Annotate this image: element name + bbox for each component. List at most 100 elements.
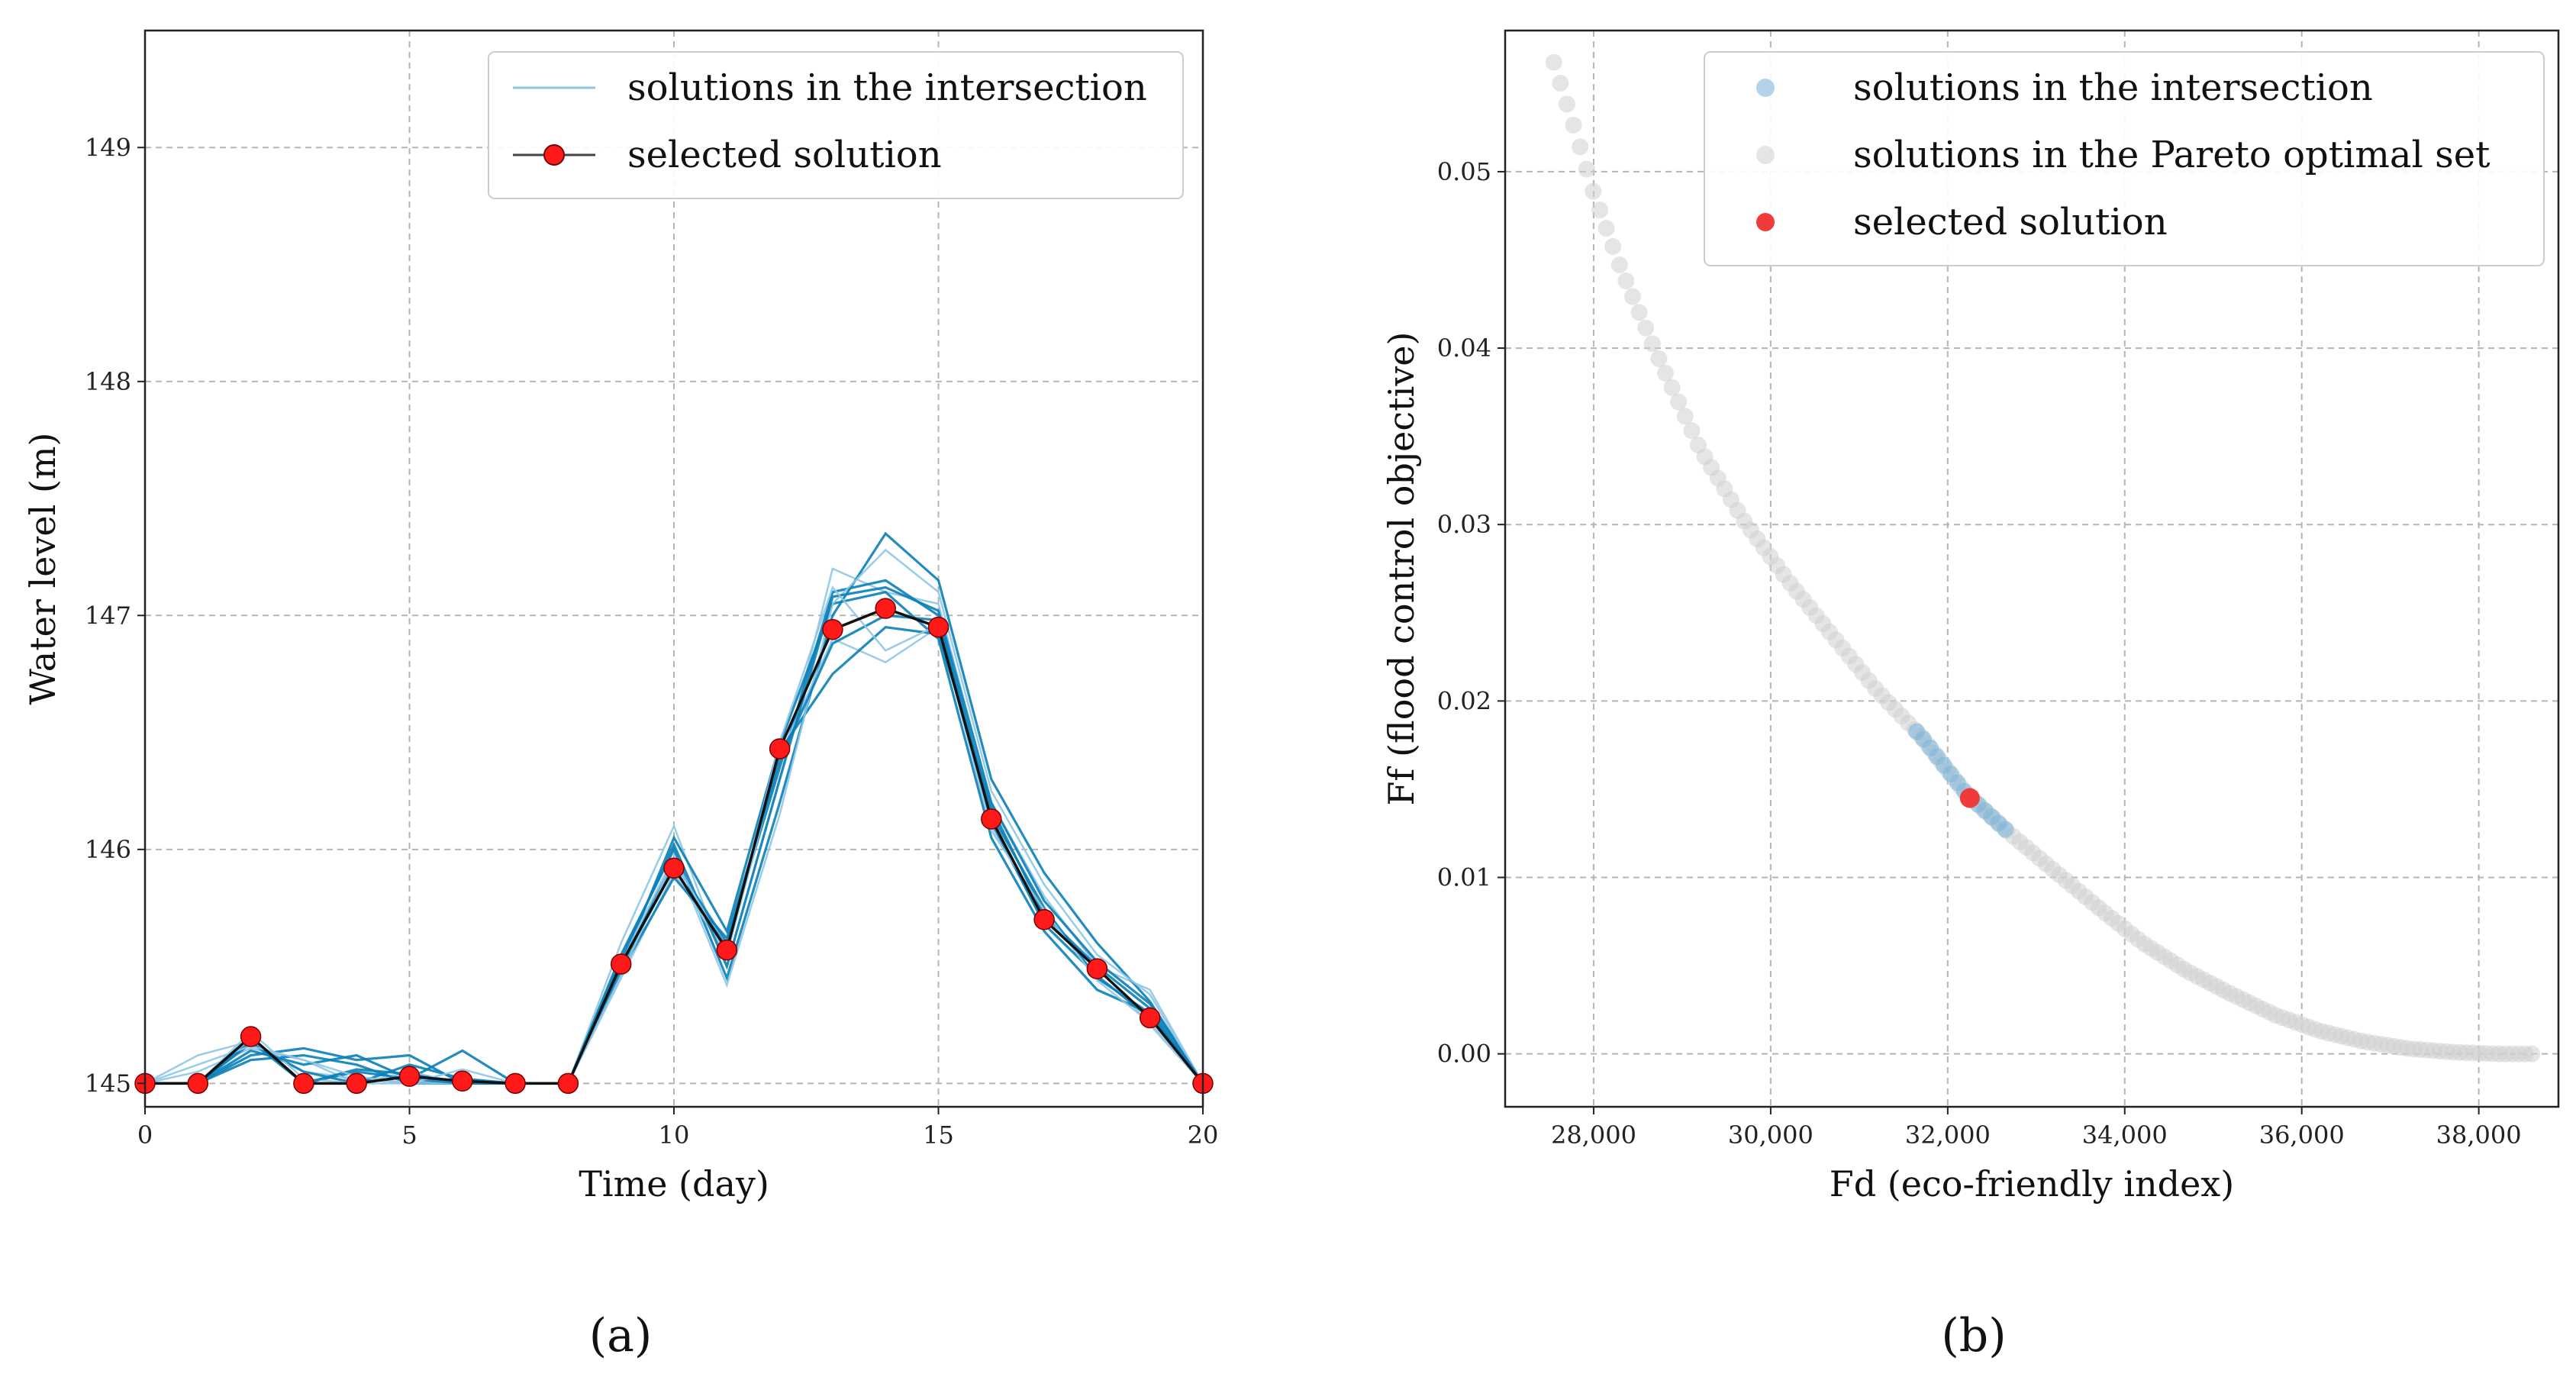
b-pareto-point	[1545, 53, 1562, 71]
a-y-tick-label: 145	[85, 1069, 131, 1098]
b-pareto-point	[1670, 393, 1688, 411]
a-selected-marker	[610, 953, 632, 975]
b-y-axis-label: Ff (flood control objective)	[1381, 332, 1422, 806]
a-x-tick-label: 20	[1188, 1121, 1219, 1150]
a-y-tick-label: 147	[85, 601, 131, 630]
b-x-tick-label: 30,000	[1728, 1121, 1814, 1150]
a-selected-solution	[134, 598, 1214, 1095]
b-intersection-points	[1908, 723, 2014, 838]
b-plot-frame	[1504, 29, 2560, 1108]
a-intersection-line	[145, 585, 1204, 1085]
b-pareto-point	[1630, 304, 1648, 321]
b-y-tick-label: 0.04	[1437, 334, 1491, 363]
a-intersection-line	[144, 567, 1204, 1085]
b-x-ticks: 28,000 30,000 32,000 34,000 36,000 38,000	[1551, 1107, 2522, 1150]
b-pareto-point	[1663, 379, 1681, 396]
a-intersection-line	[145, 548, 1204, 1085]
a-selected-marker	[557, 1072, 579, 1095]
a-x-tick-label: 5	[401, 1121, 417, 1150]
a-x-tick-label: 15	[923, 1121, 954, 1150]
a-selected-marker	[875, 598, 896, 619]
b-legend-label-selected: selected solution	[1853, 201, 2168, 243]
b-legend-label-pareto: solutions in the Pareto optimal set	[1853, 134, 2490, 176]
b-pareto-point	[1656, 364, 1674, 382]
b-pareto-point	[1552, 75, 1569, 92]
a-x-tick-label: 10	[659, 1121, 690, 1150]
a-legend-box	[488, 51, 1184, 199]
pareto-front-chart: 28,000 30,000 32,000 34,000 36,000 38,000 0.0…	[1381, 29, 2560, 1204]
a-selected-marker	[663, 857, 685, 879]
b-selected-point	[1959, 788, 1980, 808]
b-pareto-point	[1598, 220, 1615, 237]
a-selected-marker	[346, 1072, 367, 1095]
a-selected-marker	[187, 1072, 209, 1095]
a-selected-marker	[716, 939, 738, 961]
a-legend-swatch-selected-marker	[543, 144, 565, 166]
a-intersection-line	[145, 590, 1204, 1085]
b-pareto-point	[1591, 202, 1608, 219]
b-x-tick-label: 36,000	[2259, 1121, 2345, 1150]
b-y-tick-label: 0.01	[1437, 863, 1491, 892]
b-pareto-point	[1623, 288, 1641, 305]
b-pareto-point	[1643, 335, 1661, 353]
a-selected-marker	[1086, 958, 1108, 979]
a-x-tick-label: 0	[137, 1121, 153, 1150]
a-y-tick-label: 146	[85, 835, 131, 864]
b-pareto-point	[1585, 182, 1602, 200]
b-legend-swatch-pareto	[1756, 146, 1775, 164]
a-intersection-line	[145, 531, 1204, 1085]
b-legend: solutions in the intersection solutions …	[1704, 51, 2545, 266]
b-x-axis-label: Fd (eco-friendly index)	[1830, 1163, 2234, 1204]
b-pareto-point	[1650, 350, 1668, 367]
b-legend-box	[1704, 51, 2545, 266]
a-selected-marker	[769, 738, 791, 759]
b-intersection-point	[1997, 821, 2014, 838]
a-y-tick-label: 148	[85, 367, 131, 396]
b-x-tick-label: 38,000	[2436, 1121, 2522, 1150]
b-legend-swatch-selected	[1756, 213, 1775, 231]
b-pareto-point	[1617, 272, 1635, 289]
b-pareto-point	[1578, 160, 1595, 178]
b-y-tick-label: 0.03	[1437, 510, 1491, 539]
b-pareto-point	[1565, 116, 1582, 134]
a-selected-marker	[981, 808, 1002, 830]
b-x-tick-label: 34,000	[2082, 1121, 2168, 1150]
b-pareto-point	[1637, 319, 1655, 337]
b-pareto-point	[1676, 408, 1694, 425]
a-y-ticks: 145 146 147 148 149	[85, 133, 145, 1098]
b-pareto-point	[1610, 256, 1628, 274]
b-pareto-point	[1604, 238, 1622, 256]
water-level-chart: 0 5 10 15 20 145 146 147 148 149 Time (day) Wate…	[22, 29, 1219, 1204]
a-selected-marker	[293, 1072, 314, 1095]
b-x-tick-label: 32,000	[1905, 1121, 1991, 1150]
a-selected-marker	[927, 616, 949, 638]
a-selected-marker	[822, 618, 843, 640]
b-legend-label-intersection: solutions in the intersection	[1853, 66, 2373, 109]
b-pareto-point	[1558, 95, 1575, 113]
b-y-tick-label: 0.00	[1437, 1040, 1491, 1069]
b-selected-point-marker	[1959, 788, 1980, 808]
a-legend-label-selected: selected solution	[627, 134, 942, 176]
a-selected-marker	[452, 1070, 473, 1092]
b-pareto-point	[1572, 138, 1589, 156]
a-x-ticks: 0 5 10 15 20	[137, 1107, 1219, 1150]
a-x-axis-label: Time (day)	[579, 1163, 769, 1204]
a-selected-marker	[505, 1072, 526, 1095]
a-legend: solutions in the intersection selected s…	[488, 51, 1184, 199]
b-pareto-point	[2523, 1045, 2541, 1063]
b-x-tick-label: 28,000	[1551, 1121, 1636, 1150]
a-selected-marker	[240, 1026, 262, 1047]
b-y-ticks: 0.00 0.01 0.02 0.03 0.04 0.05	[1437, 157, 1505, 1069]
a-y-axis-label: Water level (m)	[22, 432, 63, 705]
panel-label-a: (a)	[589, 1309, 653, 1362]
b-y-tick-label: 0.02	[1437, 686, 1491, 715]
a-y-tick-label: 149	[85, 133, 131, 162]
a-selected-marker	[1033, 909, 1055, 930]
b-y-tick-label: 0.05	[1437, 157, 1491, 186]
a-selected-marker	[398, 1066, 421, 1087]
panel-label-b: (b)	[1941, 1309, 2006, 1362]
b-legend-swatch-intersection	[1756, 79, 1775, 97]
b-pareto-point	[1683, 422, 1701, 440]
a-selected-marker	[1139, 1007, 1161, 1029]
